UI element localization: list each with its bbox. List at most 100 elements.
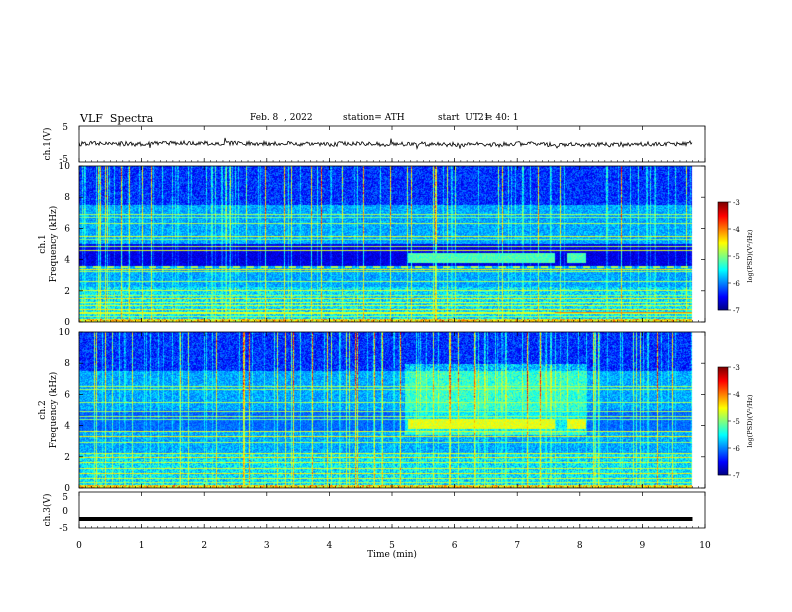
colorbar-segment — [718, 275, 728, 277]
colorbar-segment — [718, 425, 728, 427]
colorbar-segment — [718, 295, 728, 297]
colorbar-segment — [718, 391, 728, 393]
colorbar-segment — [718, 260, 728, 262]
colorbar-tick-label: -4 — [733, 226, 740, 234]
colorbar-segment — [718, 415, 728, 417]
colorbar-segment — [718, 213, 728, 215]
ch3-ytick-top: 5 — [62, 493, 68, 503]
colorbar-segment — [718, 417, 728, 419]
colorbar-segment — [718, 414, 728, 416]
colorbar-segment — [718, 421, 728, 423]
ch2-spectrogram-ylabel-channel: ch.2 — [38, 400, 48, 419]
colorbar-segment — [718, 276, 728, 278]
ch1-spectrogram-panel: 0 2 4 6 8 10 ch.1 Frequency (kHz) -3 -4 -5 -6 -7 l… — [38, 162, 754, 328]
ch1-ytick-bottom: -5 — [59, 155, 68, 165]
colorbar-segment — [718, 212, 728, 214]
colorbar-segment — [718, 367, 728, 369]
colorbar-segment — [718, 368, 728, 370]
colorbar-segment — [718, 215, 728, 217]
colorbar-segment — [718, 456, 728, 458]
ch2-spectrogram-panel: 0 2 4 6 8 10 ch.2 Frequency (kHz) -3 -4 -5 -6 -7 l… — [38, 328, 754, 494]
colorbar-segment — [718, 267, 728, 269]
colorbar-segment — [718, 462, 728, 464]
colorbar-segment — [718, 306, 728, 308]
colorbar-segment — [718, 399, 728, 401]
colorbar-tick-label: -7 — [733, 472, 740, 480]
colorbar-segment — [718, 273, 728, 275]
colorbar-segment — [718, 221, 728, 223]
colorbar-segment — [718, 308, 728, 310]
colorbar-segment — [718, 288, 728, 290]
ch2-spectrogram-image — [79, 332, 693, 488]
colorbar-segment — [718, 252, 728, 254]
x-tick-label: 5 — [389, 541, 395, 551]
colorbar-segment — [718, 394, 728, 396]
colorbar-tick-label: -5 — [733, 418, 740, 426]
colorbar-segment — [718, 293, 728, 295]
colorbar-segment — [718, 400, 728, 402]
colorbar-segment — [718, 263, 728, 265]
colorbar-segment — [718, 405, 728, 407]
ch2-spectrogram-ylabel-frequency: Frequency (kHz) — [48, 372, 59, 449]
figure-title: VLF Spectra — [80, 112, 154, 125]
colorbar-segment — [718, 408, 728, 410]
colorbar-segment — [718, 448, 728, 450]
colorbar-segment — [718, 299, 728, 301]
colorbar-segment — [718, 303, 728, 305]
colorbar-segment — [718, 468, 728, 470]
colorbar-segment — [718, 249, 728, 251]
x-tick-label: 6 — [452, 541, 458, 551]
colorbar-segment — [718, 442, 728, 444]
figure-station: station= ATH — [343, 113, 405, 123]
ch3-ytick-mid: 0 — [62, 507, 68, 517]
freq-tick-label: 0 — [64, 318, 70, 328]
colorbar-tick-label: -5 — [733, 253, 740, 261]
freq-tick-label: 8 — [64, 193, 70, 203]
x-tick-label: 8 — [577, 541, 583, 551]
colorbar-segment — [718, 278, 728, 280]
colorbar-segment — [718, 205, 728, 207]
colorbar-segment — [718, 440, 728, 442]
x-axis-label: Time (min) — [367, 549, 417, 560]
colorbar-segment — [718, 229, 728, 231]
colorbar-segment — [718, 380, 728, 382]
x-tick-label: 2 — [201, 541, 207, 551]
colorbar-segment — [718, 373, 728, 375]
colorbar-segment — [718, 371, 728, 373]
freq-tick-label: 2 — [64, 453, 70, 463]
colorbar-segment — [718, 423, 728, 425]
colorbar-segment — [718, 372, 728, 374]
colorbar-segment — [718, 242, 728, 244]
colorbar-segment — [718, 287, 728, 289]
colorbar-segment — [718, 234, 728, 236]
ch1-colorbar: -3 -4 -5 -6 -7 log(PSD)(V²/Hz) — [717, 199, 754, 315]
colorbar-segment — [718, 268, 728, 270]
x-axis: 0 1 2 3 4 5 6 7 8 9 10 — [76, 126, 711, 551]
colorbar-segment — [718, 374, 728, 376]
freq-tick-label: 8 — [64, 359, 70, 369]
colorbar-segment — [718, 254, 728, 256]
colorbar-segment — [718, 387, 728, 389]
colorbar-segment — [718, 236, 728, 238]
colorbar-segment — [718, 424, 728, 426]
colorbar-segment — [718, 461, 728, 463]
colorbar-segment — [718, 226, 728, 228]
figure-date: Feb. 8 , 2022 — [250, 113, 313, 123]
colorbar-segment — [718, 279, 728, 281]
colorbar-segment — [718, 255, 728, 257]
colorbar-segment — [718, 469, 728, 471]
colorbar-segment — [718, 264, 728, 266]
colorbar-segment — [718, 266, 728, 268]
figure-start-time: 21: 40: 1 — [478, 113, 519, 123]
ch1-voltage-trace — [78, 137, 693, 150]
colorbar-segment — [718, 384, 728, 386]
colorbar-segment — [718, 246, 728, 248]
colorbar-segment — [718, 225, 728, 227]
colorbar-segment — [718, 435, 728, 437]
x-tick-label: 4 — [327, 541, 333, 551]
colorbar-segment — [718, 467, 728, 469]
colorbar-segment — [718, 466, 728, 468]
colorbar-segment — [718, 282, 728, 284]
colorbar-segment — [718, 309, 728, 311]
